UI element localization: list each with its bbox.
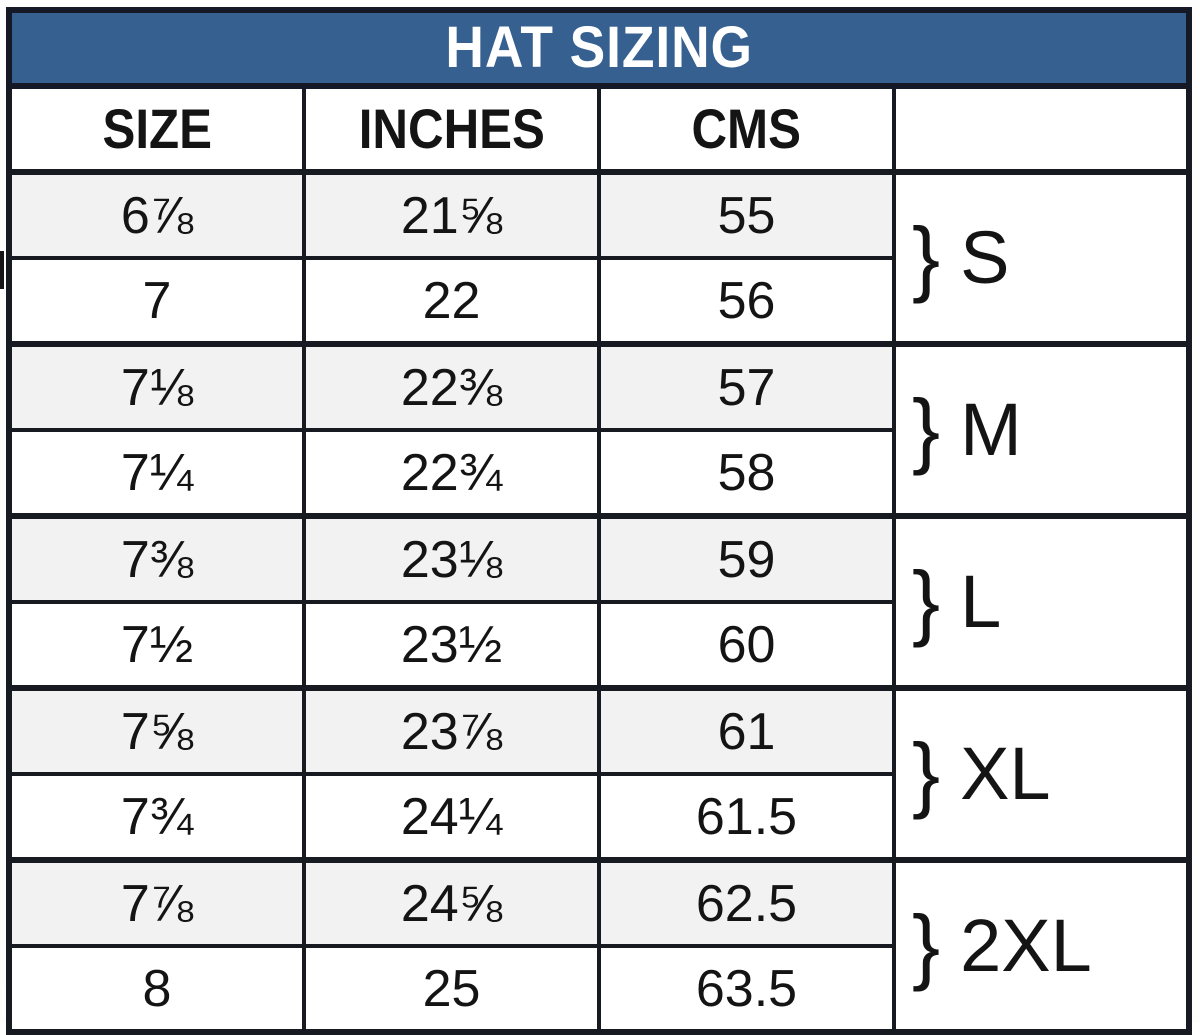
size-cell: 7⅝	[7, 685, 306, 776]
cms-cell: 63.5	[597, 944, 896, 1034]
inches-cell: 23⅞	[302, 685, 601, 776]
size-cell: 7⅛	[7, 341, 306, 432]
column-header-group-empty	[892, 84, 1191, 175]
size-cell: 7½	[7, 600, 306, 690]
cms-cell: 55	[597, 169, 896, 260]
inches-cell: 22⅜	[302, 341, 601, 432]
cms-cell: 57	[597, 341, 896, 432]
brace-glyph: }	[912, 382, 941, 477]
inches-cell: 22	[302, 256, 601, 346]
size-cell: 8	[7, 944, 306, 1034]
table-row: 7 22 56	[7, 256, 1189, 346]
table-row: 7⅝ 23⅞ 61 } XL	[7, 685, 1191, 862]
group-label: M	[960, 388, 1022, 471]
size-group-cell-m: } M	[892, 341, 1191, 518]
inches-cell: 22¾	[302, 428, 601, 518]
cms-cell: 61	[597, 685, 896, 776]
cms-cell: 62.5	[597, 857, 896, 948]
column-header-size: SIZE	[7, 84, 306, 175]
cms-cell: 60	[597, 600, 896, 690]
size-group-cell-l: } L	[892, 513, 1191, 690]
brace-glyph: }	[912, 554, 941, 649]
column-header-row: SIZE INCHES CMS	[7, 84, 1191, 175]
cms-cell: 61.5	[597, 772, 896, 862]
size-group-cell-xl: } XL	[892, 685, 1191, 862]
group-label: S	[960, 216, 1010, 299]
cms-cell: 59	[597, 513, 896, 604]
table-title: HAT SIZING	[445, 15, 753, 80]
cms-cell: 56	[597, 256, 896, 346]
column-header-inches: INCHES	[302, 84, 601, 175]
hat-sizing-table: HAT SIZING SIZE INCHES CMS 6⅞ 21⅝ 55 } S	[6, 7, 1192, 1035]
brace-glyph: }	[912, 726, 941, 821]
cms-cell: 58	[597, 428, 896, 518]
inches-cell: 23⅛	[302, 513, 601, 604]
column-header-cms: CMS	[597, 84, 896, 175]
group-label: 2XL	[960, 904, 1092, 987]
brace-glyph: }	[912, 210, 941, 305]
scan-artifact-mark	[0, 251, 4, 289]
inches-cell: 21⅝	[302, 169, 601, 260]
size-cell: 7⅞	[7, 857, 306, 948]
table-row: 7¾ 24¼ 61.5	[7, 772, 1189, 862]
title-row: HAT SIZING	[6, 7, 1192, 89]
size-cell: 7¼	[7, 428, 306, 518]
table-row: 7¼ 22¾ 58	[7, 428, 1189, 518]
inches-cell: 23½	[302, 600, 601, 690]
table-row: 6⅞ 21⅝ 55 } S	[7, 169, 1191, 346]
size-cell: 7⅜	[7, 513, 306, 604]
size-cell: 6⅞	[7, 169, 306, 260]
size-cell: 7	[7, 256, 306, 346]
scan-artifact-mark	[2, 986, 5, 1016]
size-group-cell-s: } S	[892, 169, 1191, 346]
table-title-cell: HAT SIZING	[6, 7, 1192, 89]
table-row: 7⅞ 24⅝ 62.5 } 2XL	[7, 857, 1191, 1034]
inches-cell: 25	[302, 944, 601, 1034]
inches-cell: 24¼	[302, 772, 601, 862]
group-label: L	[960, 560, 1002, 643]
table-row: 7⅛ 22⅜ 57 } M	[7, 341, 1191, 518]
size-cell: 7¾	[7, 772, 306, 862]
group-label: XL	[960, 732, 1051, 815]
brace-glyph: }	[912, 898, 941, 993]
size-group-cell-2xl: } 2XL	[892, 857, 1191, 1034]
table-row: 7½ 23½ 60	[7, 600, 1189, 690]
inches-cell: 24⅝	[302, 857, 601, 948]
table-row: 7⅜ 23⅛ 59 } L	[7, 513, 1191, 690]
